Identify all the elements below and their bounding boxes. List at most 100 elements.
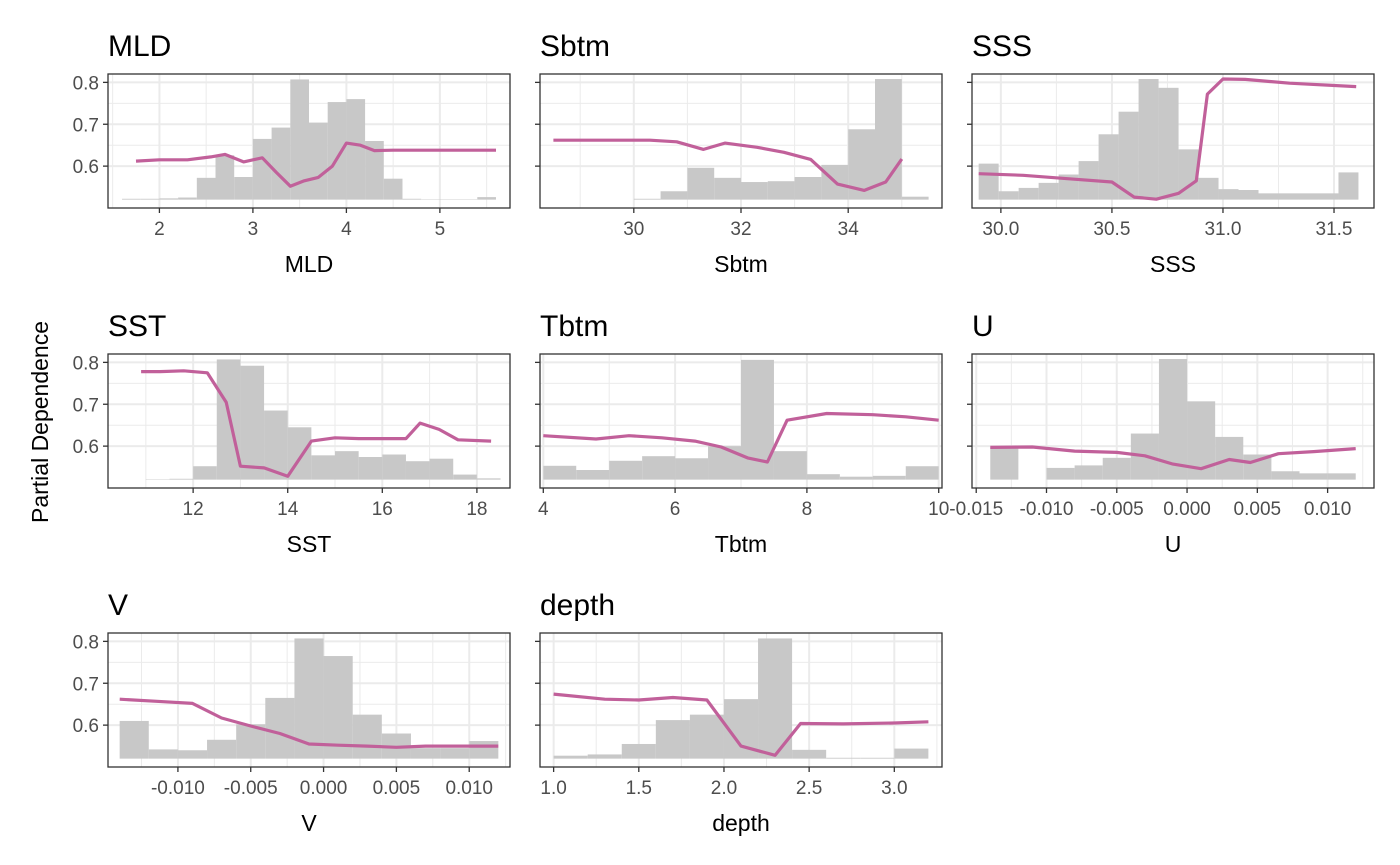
y-tick-label: 0.7 bbox=[73, 115, 99, 136]
x-tick-label: 4 bbox=[341, 219, 352, 240]
histogram bbox=[122, 79, 496, 200]
y-tick-label: 0.7 bbox=[73, 674, 99, 695]
histogram-bar bbox=[294, 638, 324, 759]
panel-title: Tbtm bbox=[540, 310, 608, 343]
histogram-bar bbox=[1158, 359, 1188, 480]
panel-title: SSS bbox=[972, 30, 1032, 63]
x-tick-label: 1.0 bbox=[540, 778, 566, 799]
pd-line bbox=[553, 138, 904, 192]
panel-title: SST bbox=[108, 310, 166, 343]
x-axis-title: V bbox=[301, 810, 317, 836]
histogram-bar bbox=[1218, 189, 1239, 200]
histogram-bar bbox=[469, 741, 499, 759]
histogram-bar bbox=[405, 461, 430, 480]
histogram-bar bbox=[872, 475, 906, 480]
x-axis-title: depth bbox=[712, 810, 770, 836]
panel-border bbox=[107, 73, 511, 209]
histogram-bar bbox=[794, 177, 822, 200]
histogram-bar bbox=[365, 141, 384, 200]
histogram-bar bbox=[894, 748, 929, 759]
x-tick-label: 14 bbox=[277, 499, 299, 520]
x-tick-label: -0.005 bbox=[1090, 499, 1144, 520]
panel-sss: SSS 30.0 30.5 31.0 31.5 SSS bbox=[967, 30, 1375, 277]
panel-border bbox=[971, 73, 1375, 209]
x-tick-label: 30 bbox=[623, 219, 644, 240]
x-axis-title: U bbox=[1165, 531, 1182, 557]
x-axis-title: Tbtm bbox=[715, 531, 767, 557]
histogram-bar bbox=[708, 446, 741, 480]
x-tick-label: 3.0 bbox=[881, 778, 907, 799]
histogram-bar bbox=[290, 79, 309, 200]
histogram-bar bbox=[1018, 187, 1039, 200]
histogram-bar bbox=[621, 743, 656, 759]
histogram-bar bbox=[689, 714, 724, 759]
histogram-bar bbox=[543, 465, 577, 480]
x-tick-label: 0.000 bbox=[300, 778, 348, 799]
histogram-bar bbox=[1058, 174, 1079, 200]
x-tick-label: -0.015 bbox=[949, 499, 1003, 520]
histogram-bar bbox=[352, 714, 382, 759]
pd-line bbox=[141, 369, 492, 478]
histogram-bar bbox=[1327, 473, 1356, 480]
histogram-bar bbox=[839, 476, 873, 480]
x-tick-label: 34 bbox=[838, 219, 860, 240]
histogram-bar bbox=[1299, 473, 1328, 480]
histogram-bar bbox=[119, 720, 149, 759]
histogram-bar bbox=[714, 177, 741, 200]
histogram-bar bbox=[609, 460, 643, 480]
histogram-bar bbox=[207, 739, 237, 759]
histogram-bar bbox=[675, 458, 709, 480]
histogram-bar bbox=[311, 455, 336, 480]
histogram-bar bbox=[122, 198, 141, 200]
panel-title: MLD bbox=[108, 30, 171, 63]
histogram-bar bbox=[402, 198, 422, 200]
histogram-bar bbox=[655, 720, 690, 759]
x-tick-label: 2.5 bbox=[796, 778, 822, 799]
histogram-bar bbox=[1038, 182, 1059, 200]
histogram-bar bbox=[346, 99, 366, 200]
y-axis-label: Partial Dependence bbox=[27, 321, 53, 523]
y-tick-label: 0.8 bbox=[73, 73, 99, 94]
histogram bbox=[990, 359, 1356, 480]
pd-line bbox=[553, 692, 929, 757]
x-tick-label: 12 bbox=[183, 499, 204, 520]
x-tick-label: 5 bbox=[435, 219, 446, 240]
histogram-bar bbox=[576, 469, 610, 480]
histogram-bar bbox=[323, 656, 353, 759]
histogram-bar bbox=[1158, 87, 1179, 200]
x-tick-label: 8 bbox=[802, 499, 813, 520]
y-tick-label: 0.7 bbox=[73, 395, 99, 416]
x-tick-label: 0.005 bbox=[1234, 499, 1282, 520]
pd-line bbox=[978, 77, 1357, 201]
pd-line bbox=[119, 697, 499, 749]
x-axis-title: SST bbox=[287, 531, 332, 557]
panel-border bbox=[971, 353, 1375, 489]
histogram-bar bbox=[826, 757, 861, 759]
histogram-bar bbox=[1098, 134, 1119, 200]
x-axis-title: Sbtm bbox=[714, 251, 768, 277]
histogram-bar bbox=[335, 451, 359, 480]
histogram-bar bbox=[1046, 467, 1075, 480]
histogram-bar bbox=[792, 749, 827, 759]
panel-title: V bbox=[108, 589, 128, 622]
histogram-bar bbox=[1278, 193, 1299, 200]
x-tick-label: -0.010 bbox=[151, 778, 205, 799]
x-axis-title: MLD bbox=[285, 251, 334, 277]
histogram-bar bbox=[905, 466, 939, 480]
histogram-bar bbox=[860, 757, 895, 759]
x-tick-label: 32 bbox=[730, 219, 751, 240]
histogram-bar bbox=[234, 177, 253, 200]
histogram-bar bbox=[1238, 189, 1259, 200]
panel-depth: depth 1.0 1.5 2.0 2.5 3.0 depth bbox=[535, 589, 943, 836]
histogram-bar bbox=[587, 754, 622, 759]
panel-title: Sbtm bbox=[540, 30, 610, 63]
panel-title: depth bbox=[540, 589, 615, 622]
panel-border bbox=[539, 632, 943, 768]
x-tick-label: -0.010 bbox=[1020, 499, 1074, 520]
histogram-bar bbox=[1271, 471, 1300, 480]
histogram-bar bbox=[806, 474, 840, 480]
histogram-bar bbox=[383, 178, 403, 200]
x-axis-title: SSS bbox=[1150, 251, 1196, 277]
histogram-bar bbox=[978, 163, 999, 200]
histogram-bar bbox=[327, 102, 347, 200]
